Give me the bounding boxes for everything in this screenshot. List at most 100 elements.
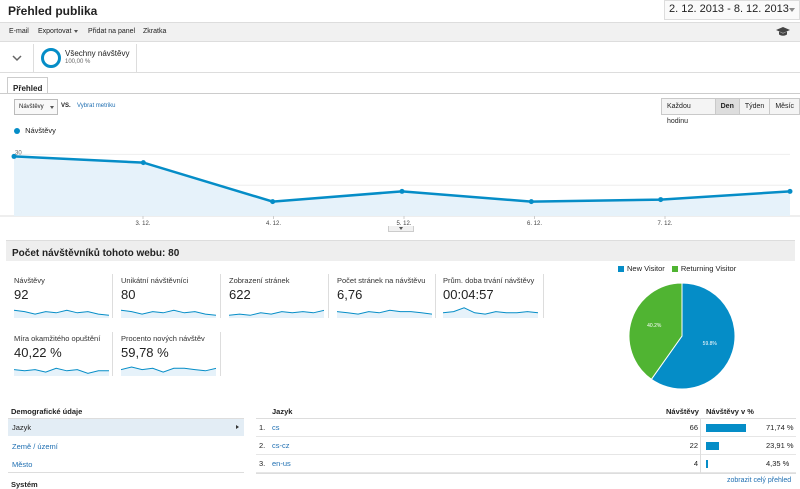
chevron-down-icon	[12, 55, 22, 62]
data-point[interactable]	[528, 199, 534, 205]
data-point[interactable]	[270, 199, 276, 205]
data-point[interactable]	[140, 160, 146, 166]
segment-toggle[interactable]	[0, 44, 34, 72]
sparkline	[337, 309, 432, 318]
legend-dot	[14, 128, 20, 135]
export-button[interactable]: Exportovat	[38, 28, 79, 35]
metric-pageviews[interactable]: Zobrazení stránek 622	[229, 276, 329, 318]
sparkline-line	[337, 309, 432, 315]
chevron-right-icon	[236, 425, 239, 429]
x-tick-label: 5. 12.	[396, 221, 411, 227]
row-rank: 3.	[259, 459, 266, 468]
x-tick-label: 6. 12.	[527, 221, 542, 227]
segment-percent: 100,00 %	[65, 59, 91, 65]
full-report-link[interactable]: zobrazit celý přehled	[727, 477, 792, 484]
legend-swatch	[671, 266, 678, 273]
metric-visits[interactable]: Návštěvy 92	[14, 276, 114, 318]
sparkline	[14, 367, 109, 376]
segment-ring-icon	[41, 48, 61, 68]
pie-chart: 59.8% 40.2%	[628, 282, 736, 390]
metric-label: Prům. doba trvání návštěvy	[443, 276, 535, 285]
demographics-item-city[interactable]: Město	[12, 460, 33, 469]
sparkline	[443, 307, 538, 318]
date-range-picker[interactable]: 2. 12. 2013 - 8. 12. 2013	[664, 0, 800, 20]
export-label: Exportovat	[38, 28, 72, 35]
row-visits: 4	[693, 459, 698, 468]
graduation-cap-icon[interactable]	[776, 25, 790, 37]
granularity-week[interactable]: Týden	[739, 98, 771, 115]
data-point[interactable]	[787, 188, 793, 194]
select-metric-link[interactable]: Vybrat metriku	[77, 103, 116, 109]
metric-value: 80	[121, 287, 136, 302]
row-pct-value: 4,35 %	[766, 459, 790, 468]
demographics-item-country[interactable]: Země / území	[12, 442, 58, 451]
metric-value: 00:04:57	[443, 287, 494, 302]
data-point[interactable]	[399, 188, 405, 194]
shortcut-button[interactable]: Zkratka	[143, 28, 167, 35]
metric-value: 59,78 %	[121, 345, 169, 360]
metric-bounce-rate[interactable]: Míra okamžitého opuštění 40,22 %	[14, 334, 114, 376]
granularity-group: Každou hodinu Den Týden Měsíc	[661, 98, 800, 125]
metric-unique-visitors[interactable]: Unikátní návštěvníci 80	[121, 276, 221, 318]
toolbar	[0, 22, 800, 42]
demographics-item-language[interactable]: Jazyk	[8, 419, 244, 436]
row-pct-bar	[706, 460, 708, 468]
series-area	[14, 156, 790, 216]
metric-label: Návštěvy	[14, 276, 45, 285]
tab-overview-label: Přehled	[13, 84, 43, 93]
data-point[interactable]	[11, 153, 17, 159]
row-pct-bar	[706, 424, 746, 432]
table-header-visits-pct: Návštěvy v %	[706, 407, 754, 416]
table-row: 3. en-us 4 4,35 %	[256, 455, 796, 473]
pie-slice[interactable]	[628, 282, 683, 380]
system-title: Systém	[11, 480, 38, 489]
granularity-hourly[interactable]: Každou hodinu	[661, 98, 716, 125]
x-tick-label: 7. 12.	[657, 221, 672, 227]
metric-label: Počet stránek na návštěvu	[337, 276, 426, 285]
granularity-day[interactable]: Den	[715, 98, 740, 115]
line-chart: 30153. 12.4. 12.5. 12.6. 12.7. 12.	[0, 150, 800, 227]
row-visits: 66	[689, 423, 698, 432]
pie-slice-label: 59.8%	[703, 341, 718, 347]
metric-label: Míra okamžitého opuštění	[14, 334, 101, 343]
sparkline	[229, 309, 324, 318]
sparkline-line	[229, 309, 324, 316]
pie-legend: New Visitor Returning Visitor	[618, 264, 736, 273]
sparkline-line	[121, 309, 216, 316]
chevron-down-icon	[789, 8, 795, 12]
email-button[interactable]: E-mail	[9, 28, 29, 35]
add-to-panel-button[interactable]: Přidat na panel	[88, 28, 136, 35]
tab-overview[interactable]: Přehled	[7, 77, 48, 94]
vs-label: VS.	[61, 103, 71, 109]
metric-label: Unikátní návštěvníci	[121, 276, 189, 285]
metric-pages-per-visit[interactable]: Počet stránek na návštěvu 6,76	[337, 276, 437, 318]
sparkline-area	[337, 310, 432, 318]
row-pct-bar	[706, 442, 719, 450]
metric-select[interactable]: Návštěvy	[14, 99, 58, 115]
metric-select-label: Návštěvy	[19, 104, 44, 110]
legend-label: New Visitor	[627, 264, 665, 273]
sparkline-area	[121, 367, 216, 376]
chart-resize-handle[interactable]	[388, 226, 414, 232]
row-language-link[interactable]: cs	[272, 423, 280, 432]
chevron-down-icon	[74, 29, 79, 33]
granularity-month[interactable]: Měsíc	[770, 98, 800, 115]
metric-value: 40,22 %	[14, 345, 62, 360]
row-language-link[interactable]: cs-cz	[272, 441, 290, 450]
y-tick-label: 30	[15, 150, 22, 156]
metric-value: 6,76	[337, 287, 363, 302]
row-rank: 1.	[259, 423, 266, 432]
page-title: Přehled publika	[8, 4, 98, 18]
summary-title: Počet návštěvníků tohoto webu: 80	[12, 248, 180, 259]
metric-new-visits-pct[interactable]: Procento nových návštěv 59,78 %	[121, 334, 221, 376]
pie-slice[interactable]	[650, 282, 736, 390]
metric-label: Procento nových návštěv	[121, 334, 205, 343]
metric-value: 92	[14, 287, 29, 302]
data-point[interactable]	[658, 197, 664, 203]
segment-name[interactable]: Všechny návštěvy	[65, 49, 130, 58]
sparkline	[121, 366, 216, 376]
metric-avg-visit-duration[interactable]: Prům. doba trvání návštěvy 00:04:57	[443, 276, 543, 318]
x-tick-label: 3. 12.	[135, 221, 150, 227]
row-language-link[interactable]: en-us	[272, 459, 291, 468]
table-row: 2. cs-cz 22 23,91 %	[256, 437, 796, 455]
